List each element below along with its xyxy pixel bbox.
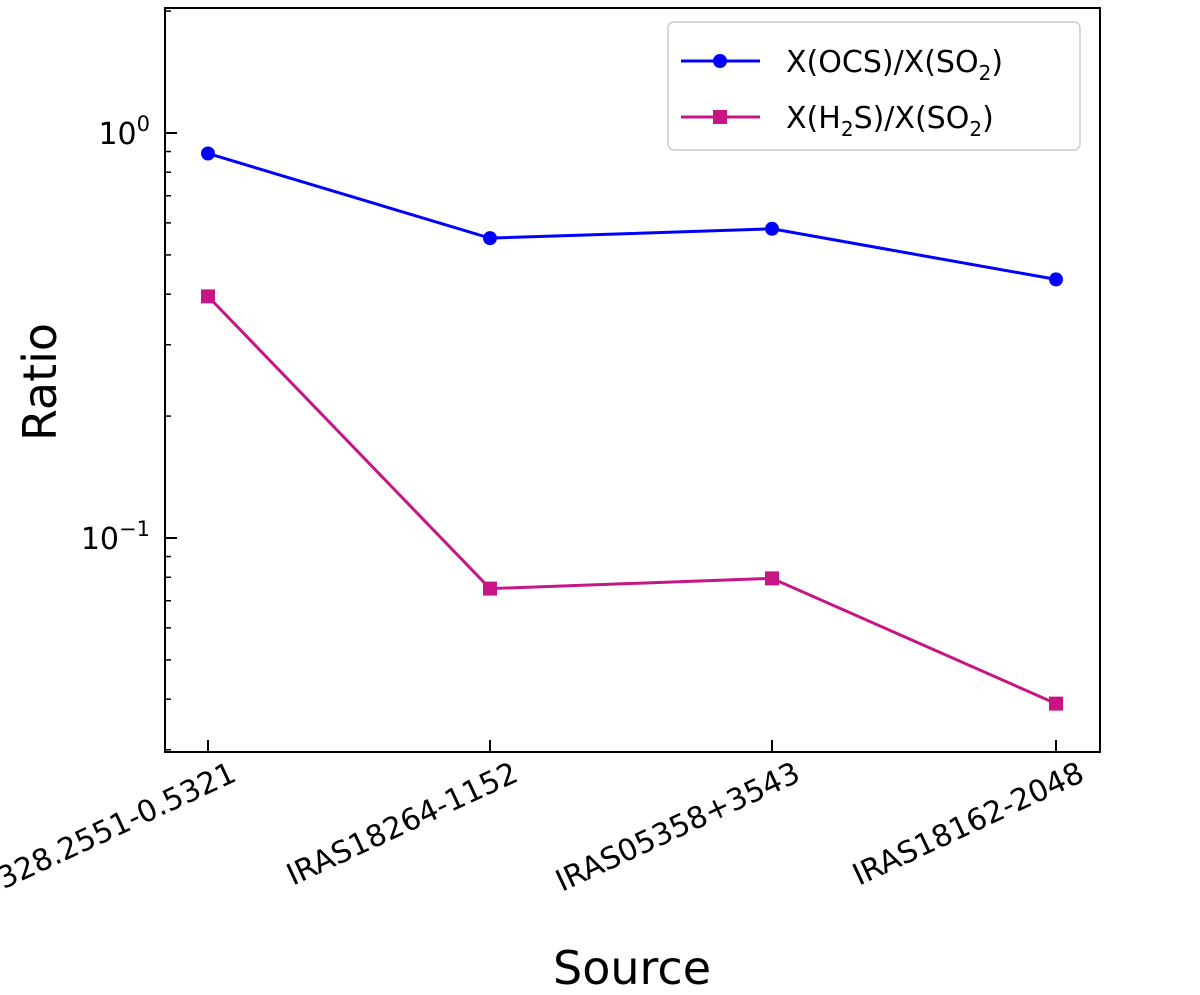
- legend-marker-ocs: [713, 54, 727, 68]
- series-0-point-2: [765, 221, 779, 236]
- series-1-point-0: [201, 289, 215, 304]
- legend-marker-h2s: [713, 110, 727, 124]
- legend-label-ocs: X(OCS)/X(SO2): [786, 45, 1003, 85]
- series-0-point-1: [483, 231, 497, 246]
- series-line-0: [207, 152, 1057, 281]
- legend-box: [667, 21, 1081, 151]
- series-0-point-3: [1049, 272, 1063, 287]
- x-tick-label-0: G328.2551-0.5321: [0, 756, 241, 907]
- series-line-1: [206, 295, 1057, 705]
- x-tick-label-3: IRAS18162-2048: [847, 756, 1089, 894]
- x-axis-title: Source: [553, 941, 711, 995]
- y-axis-ticks: 100 10−1: [81, 10, 177, 751]
- legend: X(OCS)/X(SO2) X(H2S)/X(SO2): [667, 21, 1081, 151]
- y-tick-label-1: 10−1: [81, 517, 150, 557]
- series-1-point-2: [765, 571, 779, 586]
- x-tick-label-1: IRAS18264-1152: [281, 756, 523, 894]
- x-axis-ticks: G328.2551-0.5321 IRAS18264-1152 IRAS05358+…: [0, 740, 1089, 907]
- series-1-point-3: [1049, 696, 1063, 711]
- y-tick-label-0: 100: [98, 112, 150, 152]
- series-0-point-0: [201, 146, 215, 161]
- y-axis-title: Ratio: [13, 323, 67, 441]
- series-layer: [201, 146, 1063, 711]
- x-tick-label-2: IRAS05358+3543: [550, 756, 805, 900]
- legend-label-h2s: X(H2S)/X(SO2): [786, 101, 994, 141]
- series-1-point-1: [483, 581, 497, 596]
